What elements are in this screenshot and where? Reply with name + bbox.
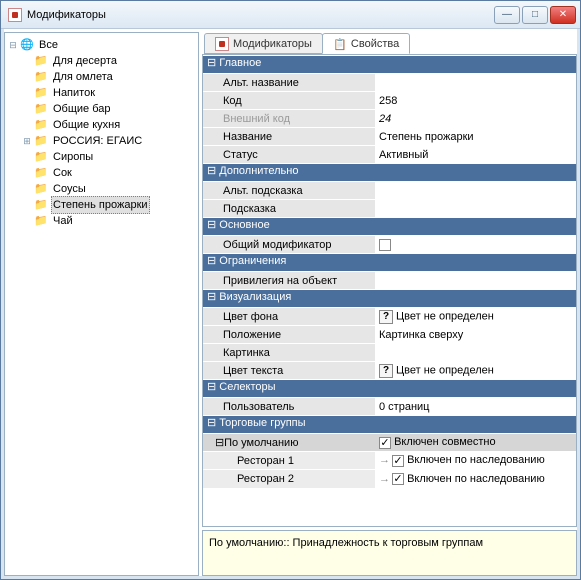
prop-rest2[interactable]: Ресторан 2→ Включен по наследованию <box>203 470 576 488</box>
tree-item[interactable]: 📁Общие кухня <box>7 117 196 133</box>
modifiers-icon <box>215 37 229 51</box>
subsection-default[interactable]: ⊟ По умолчанию Включен совместно <box>203 434 576 452</box>
tree-item-label: Сиропы <box>51 149 95 165</box>
prop-alt-hint[interactable]: Альт. подсказка <box>203 182 576 200</box>
folder-icon: 📁 <box>33 149 49 165</box>
folder-icon: 📁 <box>33 165 49 181</box>
tree-item-label: Чай <box>51 213 75 229</box>
folder-icon: 📁 <box>33 101 49 117</box>
folder-icon: 📁 <box>33 197 49 213</box>
tree-item[interactable]: 📁Для десерта <box>7 53 196 69</box>
expand-icon[interactable]: ⊞ <box>21 133 33 149</box>
checkbox[interactable] <box>392 473 404 485</box>
folder-icon: 📁 <box>33 181 49 197</box>
folder-icon: 📁 <box>33 85 49 101</box>
section-visual[interactable]: ⊟ Визуализация <box>203 290 576 308</box>
window-title: Модификаторы <box>27 9 494 21</box>
app-icon <box>7 7 23 23</box>
checkbox[interactable] <box>392 455 404 467</box>
prop-privilege[interactable]: Привилегия на объект <box>203 272 576 290</box>
tree-item[interactable]: 📁Сиропы <box>7 149 196 165</box>
checkbox[interactable] <box>379 437 391 449</box>
tree-item-label: РОССИЯ: ЕГАИС <box>51 133 144 149</box>
prop-name[interactable]: НазваниеСтепень прожарки <box>203 128 576 146</box>
tree-item[interactable]: 📁Соусы <box>7 181 196 197</box>
folder-icon: 📁 <box>33 53 49 69</box>
prop-bg-color[interactable]: Цвет фона?Цвет не определен <box>203 308 576 326</box>
tree-item[interactable]: 📁Для омлета <box>7 69 196 85</box>
folder-icon: 📁 <box>33 133 49 149</box>
tree-item-label: Общие кухня <box>51 117 122 133</box>
tree-item-label: Общие бар <box>51 101 113 117</box>
prop-status[interactable]: СтатусАктивный <box>203 146 576 164</box>
checkbox[interactable] <box>379 239 391 251</box>
prop-rest1[interactable]: Ресторан 1→ Включен по наследованию <box>203 452 576 470</box>
globe-icon: 🌐 <box>19 37 35 53</box>
tree-root-label: Все <box>37 37 60 53</box>
tab-strip: Модификаторы 📋 Свойства <box>202 32 577 54</box>
tree-item-label: Степень прожарки <box>51 196 150 214</box>
maximize-button[interactable]: □ <box>522 6 548 24</box>
tree-item-label: Сок <box>51 165 74 181</box>
tab-modifiers[interactable]: Модификаторы <box>204 33 323 54</box>
hint-text: По умолчанию:: Принадлежность к торговым… <box>209 537 483 549</box>
tree-item[interactable]: 📁Степень прожарки <box>7 197 196 213</box>
collapse-icon[interactable]: ⊟ <box>7 37 19 53</box>
tab-properties[interactable]: 📋 Свойства <box>322 33 410 54</box>
titlebar[interactable]: Модификаторы — □ ✕ <box>1 1 580 29</box>
section-trade[interactable]: ⊟ Торговые группы <box>203 416 576 434</box>
prop-ext-code: Внешний код24 <box>203 110 576 128</box>
prop-code[interactable]: Код258 <box>203 92 576 110</box>
tree-item[interactable]: ⊞📁РОССИЯ: ЕГАИС <box>7 133 196 149</box>
prop-hint[interactable]: Подсказка <box>203 200 576 218</box>
tree-item[interactable]: 📁Общие бар <box>7 101 196 117</box>
property-grid[interactable]: ⊟ Главное Альт. название Код258 Внешний … <box>202 54 577 527</box>
folder-icon: 📁 <box>33 69 49 85</box>
prop-position[interactable]: ПоложениеКартинка сверху <box>203 326 576 344</box>
section-selectors[interactable]: ⊟ Селекторы <box>203 380 576 398</box>
inherited-icon: → <box>379 454 390 466</box>
window: Модификаторы — □ ✕ ⊟ 🌐 Все 📁Для десерта📁… <box>0 0 581 580</box>
tree-panel[interactable]: ⊟ 🌐 Все 📁Для десерта📁Для омлета📁Напиток📁… <box>4 32 199 576</box>
inherited-icon: → <box>379 473 390 485</box>
section-main[interactable]: ⊟ Главное <box>203 56 576 74</box>
undefined-icon: ? <box>379 364 393 378</box>
prop-common-mod[interactable]: Общий модификатор <box>203 236 576 254</box>
folder-icon: 📁 <box>33 213 49 229</box>
tree-item[interactable]: 📁Сок <box>7 165 196 181</box>
section-limits[interactable]: ⊟ Ограничения <box>203 254 576 272</box>
section-extra[interactable]: ⊟ Дополнительно <box>203 164 576 182</box>
tree-item-label: Соусы <box>51 181 88 197</box>
prop-alt-name[interactable]: Альт. название <box>203 74 576 92</box>
tree-root[interactable]: ⊟ 🌐 Все <box>7 37 196 53</box>
folder-icon: 📁 <box>33 117 49 133</box>
tree-item-label: Для омлета <box>51 69 115 85</box>
tab-label: Модификаторы <box>233 38 312 50</box>
properties-icon: 📋 <box>333 37 347 51</box>
hint-panel: По умолчанию:: Принадлежность к торговым… <box>202 530 577 576</box>
close-button[interactable]: ✕ <box>550 6 576 24</box>
tree-item[interactable]: 📁Чай <box>7 213 196 229</box>
prop-text-color[interactable]: Цвет текста?Цвет не определен <box>203 362 576 380</box>
undefined-icon: ? <box>379 310 393 324</box>
tree-item[interactable]: 📁Напиток <box>7 85 196 101</box>
tree-item-label: Напиток <box>51 85 97 101</box>
tree-item-label: Для десерта <box>51 53 119 69</box>
minimize-button[interactable]: — <box>494 6 520 24</box>
tab-label: Свойства <box>351 38 399 50</box>
section-base[interactable]: ⊟ Основное <box>203 218 576 236</box>
prop-picture[interactable]: Картинка <box>203 344 576 362</box>
prop-user[interactable]: Пользователь0 страниц <box>203 398 576 416</box>
